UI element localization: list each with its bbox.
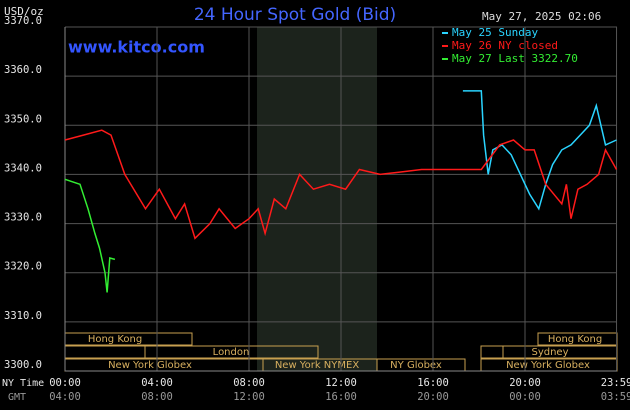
y-tick-label: 3320.0 — [4, 261, 42, 273]
x2-tick-label: 03:59 — [601, 391, 630, 403]
x2-tick-label: 08:00 — [141, 391, 173, 403]
y-tick-label: 3360.0 — [4, 64, 42, 76]
session-label: London — [213, 347, 250, 358]
timestamp: May 27, 2025 02:06 — [482, 10, 601, 23]
chart-title: 24 Hour Spot Gold (Bid) — [194, 5, 396, 25]
unit-label: USD/oz — [4, 5, 44, 18]
price-line — [64, 178, 116, 293]
x-tick-label: 08:00 — [233, 377, 265, 389]
x-tick-label: 00:00 — [49, 377, 81, 389]
nymex-shade — [257, 27, 377, 371]
y-tick-label: 3350.0 — [4, 113, 42, 125]
x2-tick-label: 00:00 — [509, 391, 541, 403]
legend-label: May 25 Sunday — [452, 26, 538, 39]
x-tick-label: 12:00 — [325, 377, 357, 389]
x2-axis-label: GMT — [8, 392, 26, 403]
legend-label: May 26 NY closed — [452, 39, 558, 52]
x-tick-label: 16:00 — [417, 377, 449, 389]
y-tick-label: 3300.0 — [4, 359, 42, 371]
session-label: Sydney — [531, 347, 568, 358]
site-label: www.kitco.com — [68, 38, 205, 57]
x2-tick-label: 16:00 — [325, 391, 357, 403]
price-line — [462, 90, 617, 211]
y-tick-label: 3310.0 — [4, 310, 42, 322]
legend-label: May 27 Last 3322.70 — [452, 52, 578, 65]
x-tick-label: 04:00 — [141, 377, 173, 389]
y-tick-label: 3330.0 — [4, 212, 42, 224]
session-box — [144, 345, 319, 359]
price-line — [64, 129, 618, 240]
x2-tick-label: 20:00 — [417, 391, 449, 403]
session-label: NY Globex — [390, 360, 442, 371]
y-tick-label: 3370.0 — [4, 15, 42, 27]
session-label: Hong Kong — [548, 334, 602, 345]
session-label: New York Globex — [108, 360, 192, 371]
x-tick-label: 23:59 — [601, 377, 630, 389]
x-axis-label: NY Time — [2, 378, 44, 389]
y-tick-label: 3340.0 — [4, 162, 42, 174]
session-label: New York NYMEX — [275, 360, 360, 371]
x2-tick-label: 04:00 — [49, 391, 81, 403]
x2-tick-label: 12:00 — [233, 391, 265, 403]
session-label: New York Globex — [506, 360, 590, 371]
x-tick-label: 20:00 — [509, 377, 541, 389]
session-label: Hong Kong — [88, 334, 142, 345]
